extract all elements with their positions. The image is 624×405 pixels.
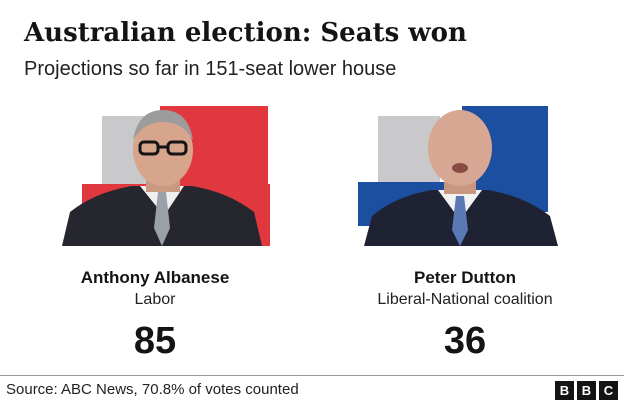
source-note: Source: ABC News, 70.8% of votes counted	[6, 381, 299, 398]
candidate-portrait	[0, 100, 310, 246]
chart-subtitle: Projections so far in 151-seat lower hou…	[24, 58, 397, 80]
seat-count: 36	[443, 320, 487, 362]
seat-count: 85	[133, 320, 177, 362]
candidate-name: Anthony Albanese	[80, 268, 230, 287]
person-silhouette-icon	[364, 110, 558, 246]
footer-divider	[0, 375, 624, 376]
candidate-portrait	[310, 100, 620, 246]
party-name: Liberal-National coalition	[377, 291, 553, 308]
logo-letter: B	[577, 381, 596, 400]
candidate-name: Peter Dutton	[414, 268, 516, 287]
logo-letter: C	[599, 381, 618, 400]
chart-title: Australian election: Seats won	[24, 18, 467, 48]
candidate-panel-albanese: Anthony Albanese Labor 85	[0, 100, 310, 362]
logo-letter: B	[555, 381, 574, 400]
bbc-logo: B B C	[555, 381, 618, 400]
candidate-panel-dutton: Peter Dutton Liberal-National coalition …	[310, 100, 620, 362]
person-silhouette-icon	[62, 110, 262, 246]
party-name: Labor	[134, 291, 176, 308]
